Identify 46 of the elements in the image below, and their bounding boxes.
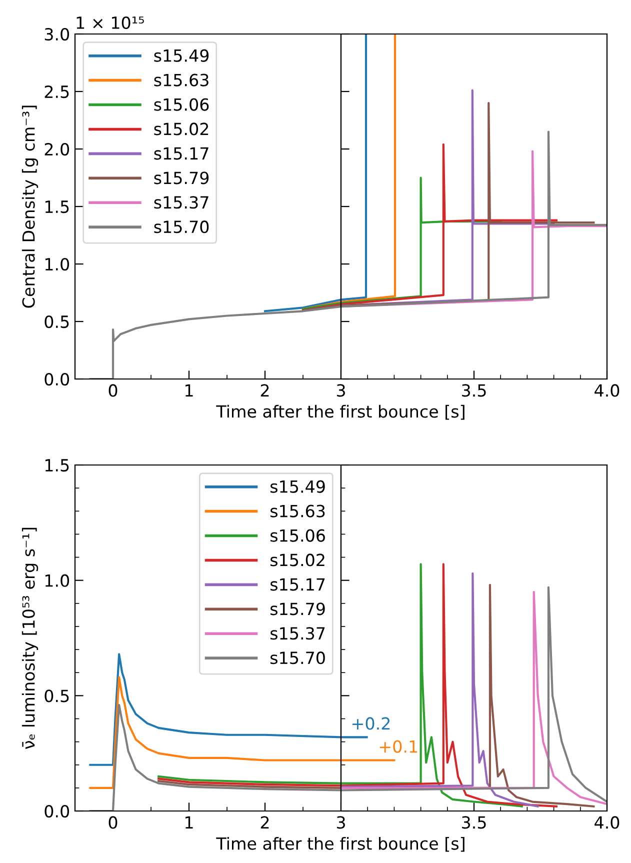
y-tick-label: 1.5: [45, 200, 69, 214]
y-tick-label: 3.0: [44, 28, 70, 41]
legend-label: s15.37: [270, 627, 325, 640]
legend-label: s15.70: [270, 652, 325, 664]
x-axis-title: Time after the first bounce [s]: [216, 836, 464, 852]
x-tick-label: 2: [260, 384, 269, 397]
legend-label: s15.79: [154, 172, 209, 184]
text: 1 × 10¹⁵: [76, 16, 144, 30]
y-tick-label: 0.5: [44, 315, 69, 328]
x-tick-label: 3: [336, 384, 345, 397]
legend-label: s15.63: [270, 504, 325, 518]
y-axis-title: Central Density [g cm⁻³]: [22, 106, 38, 308]
annotation: +0.2: [352, 717, 390, 730]
x-tick-label: 2: [260, 816, 269, 829]
y-tick-label: 1.0: [45, 574, 70, 587]
x-axis-title: Time after the first bounce [s]: [216, 404, 464, 420]
y-tick-label: 2.5: [44, 85, 69, 98]
x-tick-label: 0: [108, 816, 118, 829]
x-tick-label: 4.0: [594, 384, 620, 397]
annotation: +0.1: [380, 740, 418, 753]
legend-label: s15.37: [154, 196, 208, 209]
legend-label: s15.49: [270, 480, 325, 493]
y-tick-label: 2.0: [44, 142, 70, 156]
legend-label: s15.63: [154, 74, 208, 86]
y-tick-label: 0.0: [44, 804, 70, 818]
y-tick-label: 1.5: [45, 459, 69, 472]
legend-label: s15.79: [270, 602, 325, 616]
legend-label: s15.70: [154, 220, 209, 234]
y-tick-label: 1.0: [45, 258, 70, 271]
legend-label: s15.02: [154, 122, 208, 136]
legend-label: s15.17: [270, 578, 325, 591]
legend-label: s15.17: [154, 147, 208, 160]
x-tick-label: 1: [186, 384, 193, 397]
legend-label: s15.06: [270, 529, 325, 542]
x-tick-label: 4.0: [594, 816, 620, 829]
y-tick-label: 0.5: [44, 690, 69, 702]
legend-label: s15.06: [154, 98, 209, 111]
legend-label: s15.02: [270, 554, 324, 566]
x-tick-label: 3.5: [462, 816, 486, 829]
x-tick-label: 0: [108, 384, 118, 397]
y-axis-title: ν̄ₑ luminosity [10⁵³ erg s⁻¹]: [22, 528, 38, 749]
y-tick-label: 0.0: [44, 372, 70, 386]
x-tick-label: 3.5: [462, 384, 486, 397]
x-tick-label: 1: [186, 816, 193, 829]
legend-label: s15.49: [154, 49, 209, 62]
x-tick-label: 3: [336, 816, 345, 829]
